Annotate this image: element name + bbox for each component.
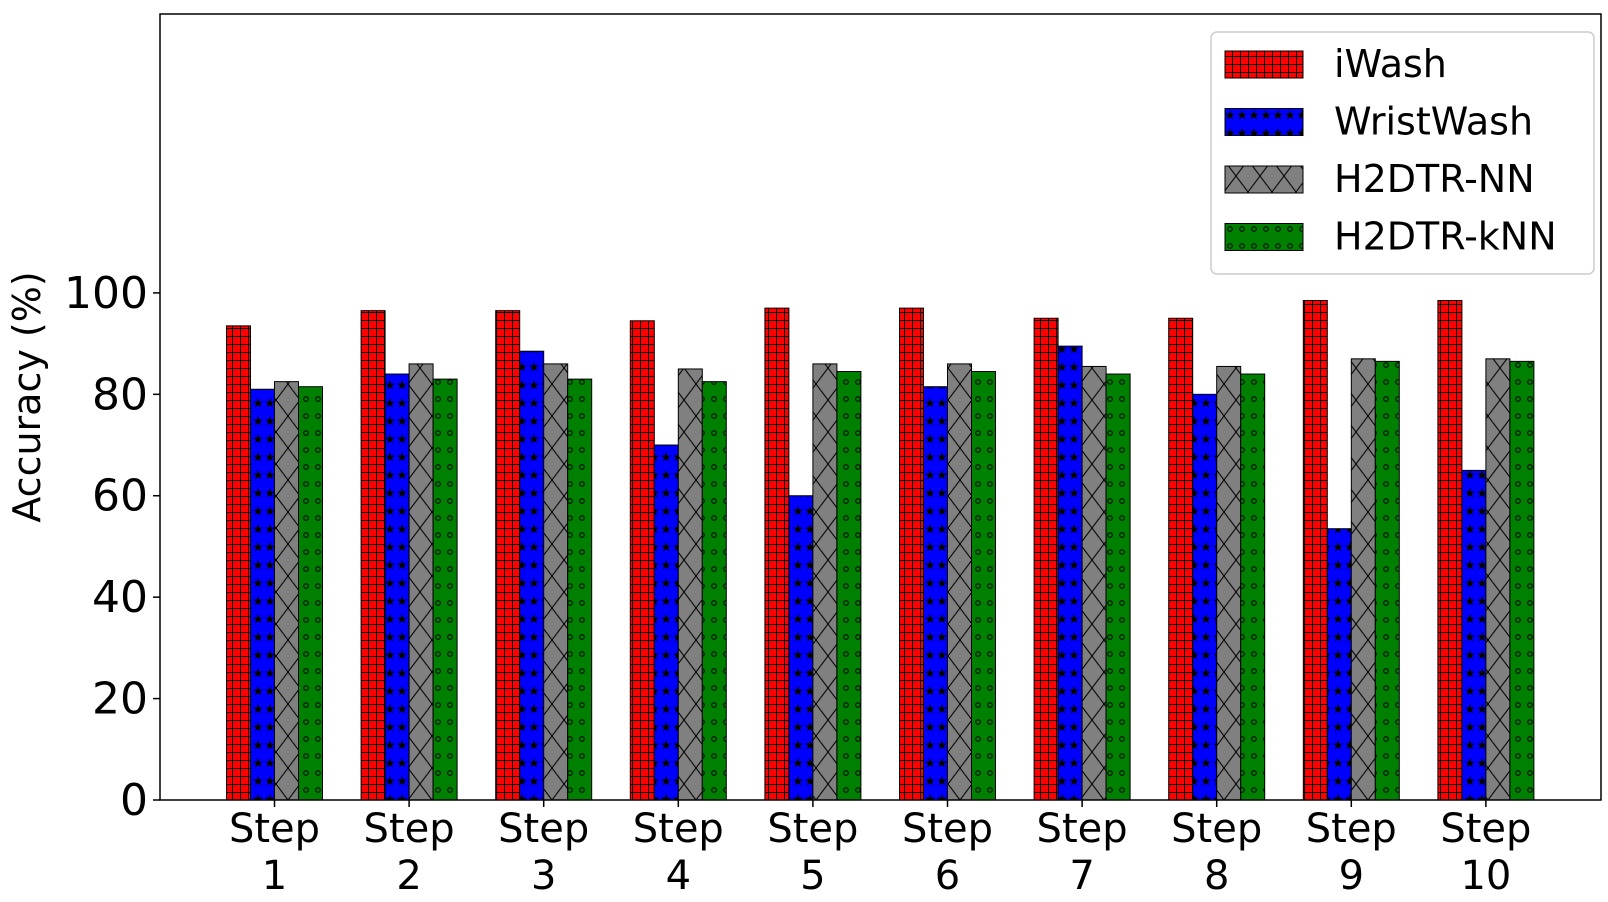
bar-h2dtr-nn-step-2 — [408, 363, 434, 801]
y-tick-label: 40 — [92, 572, 148, 623]
legend: iWash WristWash H2DTR-NN H2DTR-kNN — [1210, 31, 1595, 275]
x-tick-label: Step 6 — [902, 806, 993, 899]
x-tick-label: Step 10 — [1440, 806, 1531, 899]
x-axis-ticks: Step 1 Step 2 Step 3 Step 4 Step 5 Step 6 Step 7 Step 8… — [229, 800, 1531, 899]
bar-h2dtr-knn-step-6 — [971, 371, 996, 801]
bar-h2dtr-knn-step-8 — [1240, 373, 1266, 801]
x-tick-label: Step 2 — [364, 806, 455, 899]
legend-label-h2dtr-nn: H2DTR-NN — [1334, 157, 1535, 201]
x-tick-label: Step 7 — [1037, 806, 1128, 899]
bar-h2dtr-nn-step-3 — [543, 363, 569, 801]
legend-box — [1210, 31, 1595, 275]
x-tick-label: Step 8 — [1171, 806, 1262, 899]
y-tick-label: 80 — [92, 369, 148, 420]
bar-iwash-step-5 — [764, 307, 790, 801]
plot-area-frame — [159, 13, 1602, 801]
legend-swatch-wristwash — [1224, 108, 1304, 136]
bar-wristwash-step-2 — [384, 373, 410, 801]
y-tick-label: 100 — [64, 268, 148, 319]
bar-iwash-step-10 — [1437, 300, 1463, 801]
bar-wristwash-step-10 — [1461, 469, 1487, 801]
bar-wristwash-step-5 — [788, 495, 814, 801]
legend-label-wristwash: WristWash — [1334, 100, 1533, 144]
bar-iwash-step-4 — [629, 320, 655, 801]
y-tick-label: 0 — [120, 775, 148, 826]
bar-wristwash-step-1 — [250, 388, 275, 801]
x-tick-label: Step 3 — [498, 806, 589, 899]
bar-h2dtr-nn-step-4 — [677, 368, 703, 801]
y-tick-label: 20 — [92, 674, 148, 725]
bar-h2dtr-knn-step-2 — [432, 378, 458, 801]
bar-iwash-step-3 — [495, 310, 521, 801]
bar-wristwash-step-8 — [1192, 393, 1218, 801]
bar-h2dtr-nn-step-1 — [274, 381, 299, 801]
bar-h2dtr-knn-step-9 — [1374, 360, 1400, 801]
bar-h2dtr-knn-step-10 — [1509, 360, 1535, 801]
legend-swatch-iwash — [1224, 50, 1304, 79]
bar-wristwash-step-4 — [653, 444, 679, 801]
bar-h2dtr-nn-step-9 — [1350, 358, 1376, 801]
y-axis-ticks: 0 20 40 60 80 100 — [64, 268, 160, 826]
legend-swatch-h2dtr-nn — [1224, 165, 1304, 194]
x-tick-label: Step 9 — [1306, 806, 1397, 899]
bar-h2dtr-knn-step-1 — [298, 386, 323, 801]
bar-iwash-step-1 — [226, 325, 251, 801]
x-tick-label: Step 5 — [767, 806, 858, 899]
bar-h2dtr-nn-step-7 — [1081, 365, 1107, 801]
bar-iwash-step-6 — [899, 307, 924, 801]
legend-label-h2dtr-knn: H2DTR-kNN — [1334, 215, 1557, 259]
bar-h2dtr-nn-step-10 — [1485, 358, 1511, 801]
bar-wristwash-step-6 — [923, 386, 948, 801]
bar-wristwash-step-9 — [1326, 528, 1352, 801]
bar-h2dtr-knn-step-4 — [701, 381, 727, 801]
legend-label-iwash: iWash — [1334, 42, 1447, 86]
bar-wristwash-step-7 — [1057, 345, 1083, 801]
bar-h2dtr-nn-step-6 — [947, 363, 972, 801]
bar-iwash-step-2 — [360, 310, 386, 801]
bar-iwash-step-8 — [1168, 317, 1194, 801]
bar-h2dtr-knn-step-3 — [567, 378, 593, 801]
bar-iwash-step-9 — [1302, 300, 1328, 801]
legend-swatch-h2dtr-knn — [1224, 223, 1304, 251]
bar-h2dtr-knn-step-5 — [836, 371, 862, 801]
x-tick-label: Step 1 — [229, 806, 320, 899]
y-axis-label-group: Accuracy (%) — [5, 271, 49, 522]
bar-h2dtr-knn-step-7 — [1105, 373, 1131, 801]
y-axis-label: Accuracy (%) — [5, 271, 49, 522]
bar-h2dtr-nn-step-8 — [1216, 365, 1242, 801]
bar-wristwash-step-3 — [519, 350, 545, 801]
bar-iwash-step-7 — [1033, 317, 1059, 801]
y-tick-label: 60 — [92, 471, 148, 522]
x-tick-label: Step 4 — [633, 806, 724, 899]
bars-layer — [226, 300, 1535, 801]
bar-h2dtr-nn-step-5 — [812, 363, 838, 801]
